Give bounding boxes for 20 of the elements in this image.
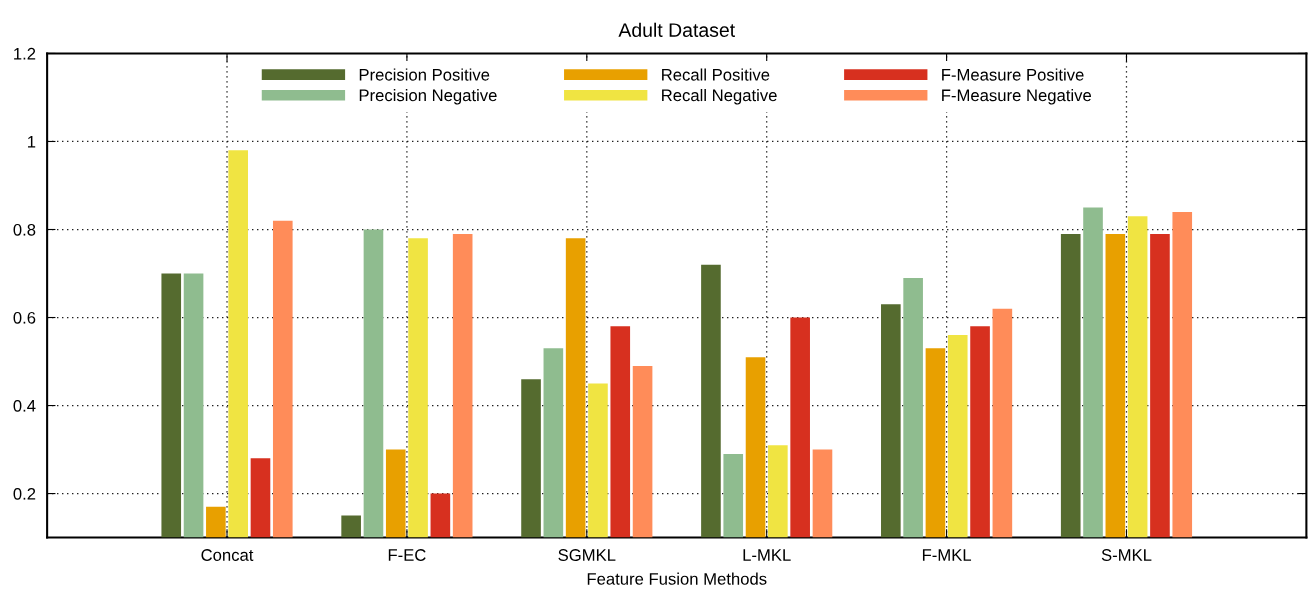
y-tick-label: 1.2 <box>14 47 36 60</box>
chart-title: Adult Dataset <box>618 22 735 37</box>
y-tick-label: 0.4 <box>13 399 36 412</box>
legend-label: Precision Negative <box>359 89 497 105</box>
legend-label: Recall Negative <box>662 89 777 105</box>
x-tick-label: S-MKL <box>1101 549 1152 561</box>
y-tick-label: 1 <box>28 136 36 148</box>
y-tick-label: 0.6 <box>13 311 36 324</box>
x-tick-label: L-MKL <box>743 549 791 561</box>
legend-label: Recall Positive <box>662 68 770 81</box>
x-tick-label: SGMKL <box>558 549 616 561</box>
legend-label: F-Measure Negative <box>942 89 1092 105</box>
x-tick-label: Concat <box>201 549 254 561</box>
y-tick-label: 0.8 <box>13 223 36 236</box>
x-tick-label: F-MKL <box>922 549 972 561</box>
legend-label: F-Measure Positive <box>942 68 1084 81</box>
x-tick-label: F-EC <box>388 549 426 561</box>
y-tick-label: 0.2 <box>13 487 36 500</box>
legend-label: Precision Positive <box>359 68 490 81</box>
x-axis-title: Feature Fusion Methods <box>587 572 767 585</box>
